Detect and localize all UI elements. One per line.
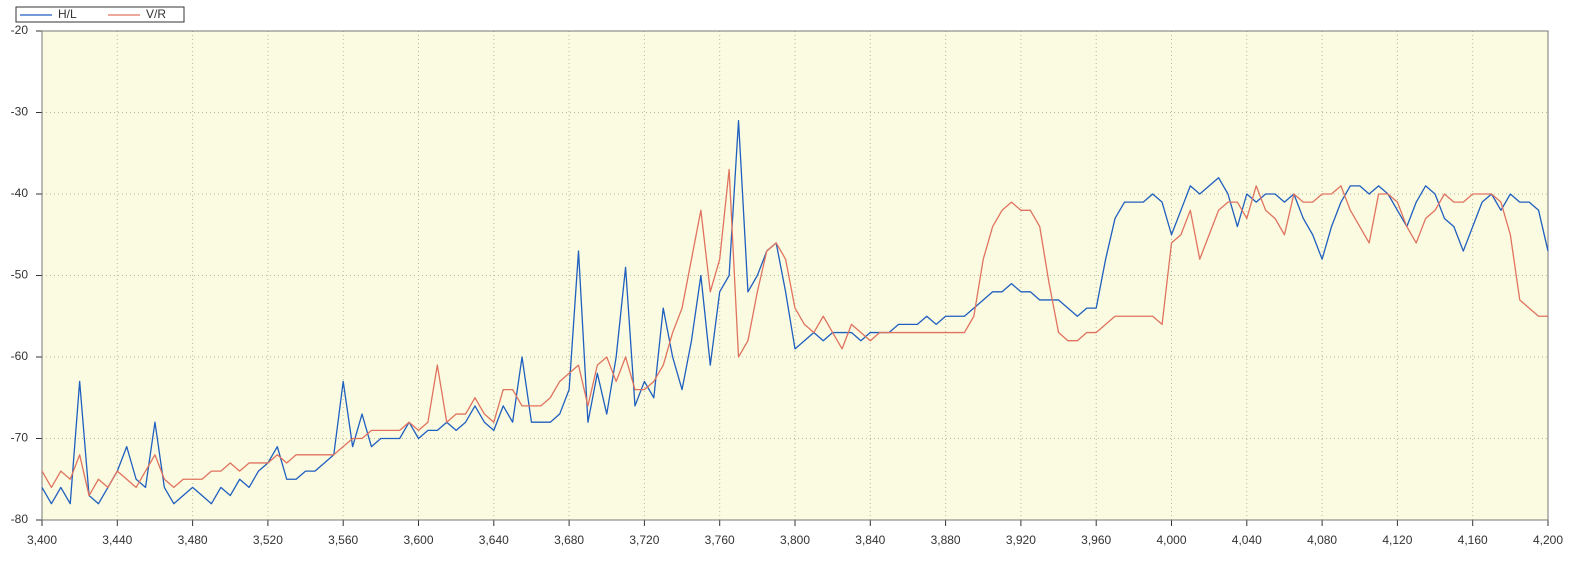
legend-label: V/R bbox=[146, 7, 166, 21]
series-line bbox=[41, 120, 1549, 505]
x-tick-label: 4,120 bbox=[1382, 533, 1412, 547]
x-tick-label: 4,080 bbox=[1307, 533, 1337, 547]
x-tick-label: 3,520 bbox=[253, 533, 283, 547]
x-tick-label: 3,440 bbox=[102, 533, 132, 547]
x-tick-label: 4,200 bbox=[1533, 533, 1563, 547]
y-tick-label: -40 bbox=[11, 186, 29, 200]
x-tick-label: 3,400 bbox=[27, 533, 57, 547]
x-tick-label: 3,480 bbox=[178, 533, 208, 547]
y-tick-label: -50 bbox=[11, 268, 29, 282]
x-tick-label: 4,040 bbox=[1232, 533, 1262, 547]
x-tick-label: 3,640 bbox=[479, 533, 509, 547]
plot-border bbox=[41, 30, 1549, 521]
x-tick-label: 3,560 bbox=[328, 533, 358, 547]
y-tick-label: -20 bbox=[11, 23, 29, 37]
x-tick-label: 3,880 bbox=[931, 533, 961, 547]
series-line bbox=[41, 168, 1548, 497]
x-tick-label: 3,760 bbox=[705, 533, 735, 547]
x-tick-label: 3,840 bbox=[855, 533, 885, 547]
x-tick-label: 3,800 bbox=[780, 533, 810, 547]
x-tick-label: 3,680 bbox=[554, 533, 584, 547]
y-tick-label: -80 bbox=[11, 512, 29, 526]
x-tick-label: 3,920 bbox=[1006, 533, 1036, 547]
y-tick-label: -70 bbox=[11, 431, 29, 445]
x-tick-label: 3,960 bbox=[1081, 533, 1111, 547]
legend-label: H/L bbox=[58, 7, 77, 21]
y-tick-label: -30 bbox=[11, 105, 29, 119]
legend-box bbox=[15, 6, 185, 23]
y-tick-label: -60 bbox=[11, 349, 29, 363]
x-tick-label: 3,720 bbox=[629, 533, 659, 547]
x-tick-label: 4,160 bbox=[1458, 533, 1488, 547]
x-tick-label: 3,600 bbox=[403, 533, 433, 547]
x-tick-label: 4,000 bbox=[1156, 533, 1186, 547]
